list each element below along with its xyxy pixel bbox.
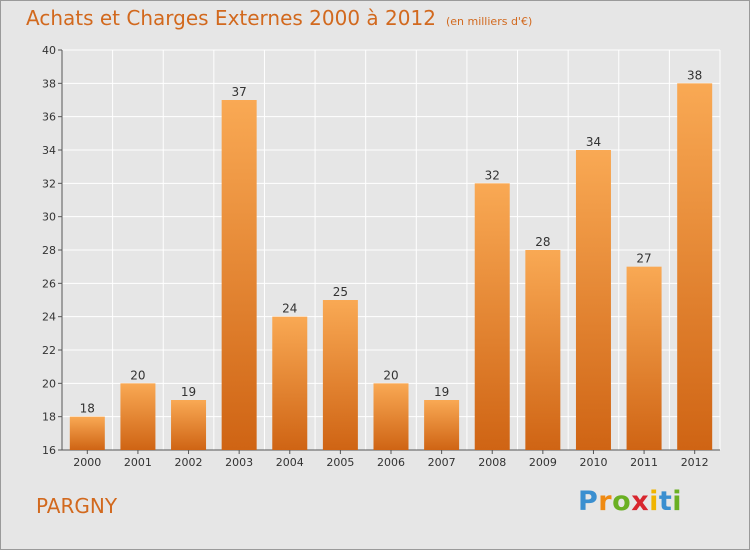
commune-name: PARGNY: [36, 494, 118, 518]
bar-value-label: 27: [636, 252, 651, 266]
bar-2011: [626, 266, 662, 450]
x-tick-label: 2000: [73, 456, 101, 469]
bar-value-label: 32: [485, 168, 500, 182]
y-tick-label: 34: [42, 144, 56, 157]
logo-letter: r: [598, 486, 613, 517]
bar-2005: [322, 300, 358, 450]
y-tick-label: 18: [42, 411, 56, 424]
x-tick-label: 2012: [681, 456, 709, 469]
bar-2002: [171, 400, 207, 450]
x-tick-label: 2004: [276, 456, 304, 469]
bar-value-label: 19: [434, 385, 449, 399]
x-tick-label: 2011: [630, 456, 658, 469]
bar-2007: [424, 400, 460, 450]
bar-2012: [677, 83, 713, 450]
y-tick-label: 22: [42, 344, 56, 357]
labels: 16 18 20 22 24 26 28 30 32 34 36 38 40 18 2000 20 2001 19…: [42, 44, 709, 469]
logo-letter: i: [672, 486, 683, 517]
y-tick-label: 30: [42, 211, 56, 224]
y-tick-label: 24: [42, 311, 56, 324]
bar-2010: [575, 150, 611, 450]
x-tick-label: 2002: [175, 456, 203, 469]
y-tick-label: 40: [42, 44, 56, 57]
bar-value-label: 18: [80, 402, 95, 416]
chart-title: Achats et Charges Externes 2000 à 2012 (e…: [26, 6, 532, 30]
y-tick-label: 32: [42, 177, 56, 190]
bar-value-label: 34: [586, 135, 601, 149]
x-tick-label: 2007: [428, 456, 456, 469]
x-tick-label: 2008: [478, 456, 506, 469]
y-tick-label: 26: [42, 277, 56, 290]
bar-2001: [120, 383, 156, 450]
logo-letter: P: [578, 486, 599, 517]
bar-2008: [474, 183, 510, 451]
y-tick-label: 20: [42, 377, 56, 390]
x-tick-label: 2010: [579, 456, 607, 469]
x-tick-label: 2009: [529, 456, 557, 469]
x-tick-label: 2003: [225, 456, 253, 469]
bars: [69, 83, 713, 451]
y-tick-label: 38: [42, 77, 56, 90]
x-tick-label: 2005: [326, 456, 354, 469]
bar-value-label: 24: [282, 302, 297, 316]
chart-unit: (en milliers d'€): [445, 15, 533, 28]
bar-value-label: 28: [535, 235, 550, 249]
y-tick-label: 36: [42, 111, 56, 124]
bar-value-label: 38: [687, 68, 702, 82]
logo-letter: t: [658, 486, 673, 517]
bar-value-label: 20: [130, 368, 145, 382]
bar-2006: [373, 383, 409, 450]
y-tick-label: 16: [42, 444, 56, 457]
chart-title-text: Achats et Charges Externes 2000 à 2012: [26, 6, 436, 30]
bar-value-label: 25: [333, 285, 348, 299]
bar-2004: [272, 316, 308, 450]
bar-value-label: 20: [383, 368, 398, 382]
bar-value-label: 19: [181, 385, 196, 399]
x-tick-label: 2001: [124, 456, 152, 469]
bar-2009: [525, 250, 561, 450]
x-tick-label: 2006: [377, 456, 405, 469]
logo-letter: x: [631, 486, 650, 517]
logo-letter: o: [612, 486, 632, 517]
bar-2003: [221, 100, 257, 450]
proxiti-logo: Proxiti: [578, 486, 682, 517]
logo-letter: i: [649, 486, 659, 517]
bar-2000: [69, 416, 105, 450]
y-tick-label: 28: [42, 244, 56, 257]
bar-value-label: 37: [232, 85, 247, 99]
